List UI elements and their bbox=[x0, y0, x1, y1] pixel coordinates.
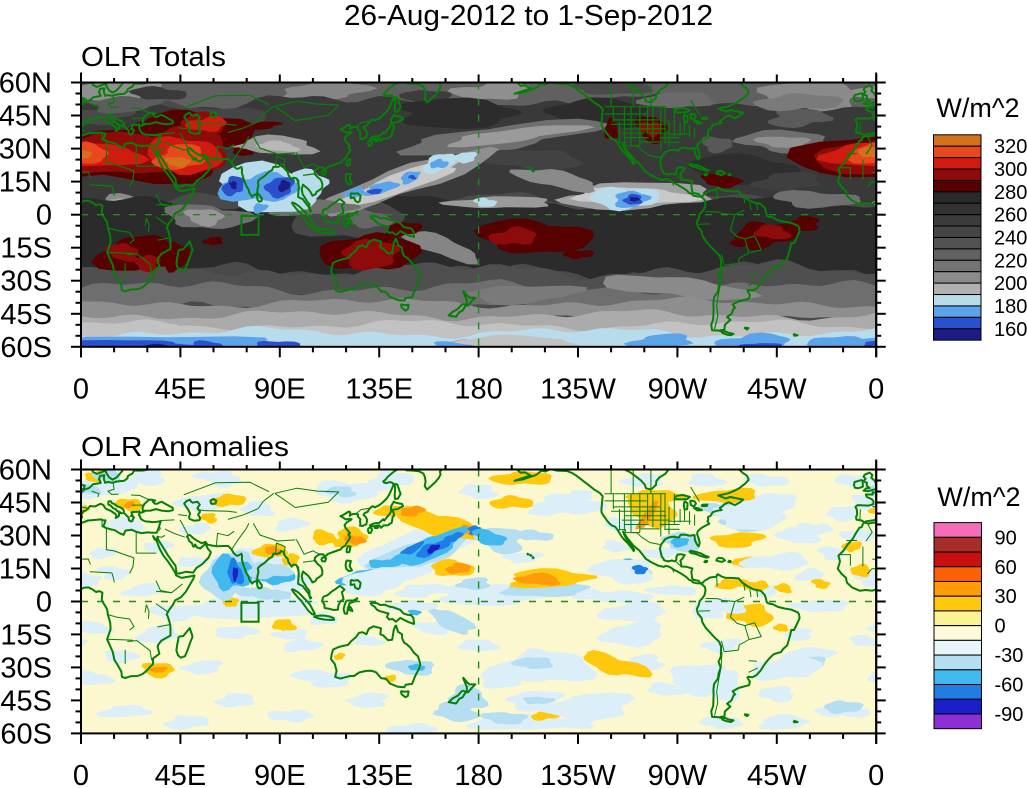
svg-text:60N: 60N bbox=[0, 68, 52, 100]
svg-text:0: 0 bbox=[36, 200, 52, 232]
svg-text:60S: 60S bbox=[0, 718, 52, 750]
svg-text:45N: 45N bbox=[0, 488, 52, 520]
svg-text:OLR Totals: OLR Totals bbox=[81, 41, 226, 72]
svg-text:0: 0 bbox=[868, 760, 884, 788]
svg-text:90E: 90E bbox=[254, 760, 306, 788]
svg-text:90W: 90W bbox=[648, 373, 708, 405]
svg-text:OLR Anomalies: OLR Anomalies bbox=[81, 431, 289, 462]
svg-text:135W: 135W bbox=[540, 760, 616, 788]
svg-text:60N: 60N bbox=[0, 455, 52, 487]
svg-text:200: 200 bbox=[994, 273, 1027, 295]
svg-text:0: 0 bbox=[995, 616, 1006, 638]
svg-text:90E: 90E bbox=[254, 373, 306, 405]
svg-text:30N: 30N bbox=[0, 134, 52, 166]
svg-text:320: 320 bbox=[994, 136, 1027, 158]
svg-text:0: 0 bbox=[73, 373, 89, 405]
svg-text:45S: 45S bbox=[0, 299, 52, 331]
svg-text:45W: 45W bbox=[747, 760, 807, 788]
svg-text:30: 30 bbox=[995, 586, 1017, 608]
svg-text:220: 220 bbox=[994, 250, 1027, 272]
svg-text:90W: 90W bbox=[648, 760, 708, 788]
svg-text:15N: 15N bbox=[0, 554, 52, 586]
svg-text:45W: 45W bbox=[747, 373, 807, 405]
svg-text:240: 240 bbox=[994, 228, 1027, 250]
svg-text:135E: 135E bbox=[345, 760, 413, 788]
svg-text:260: 260 bbox=[994, 205, 1027, 227]
svg-text:60: 60 bbox=[995, 557, 1017, 579]
svg-text:90: 90 bbox=[995, 527, 1017, 549]
svg-text:W/m^2: W/m^2 bbox=[936, 93, 1019, 123]
svg-text:-90: -90 bbox=[995, 704, 1024, 726]
svg-text:15N: 15N bbox=[0, 167, 52, 199]
svg-text:0: 0 bbox=[868, 373, 884, 405]
svg-text:45E: 45E bbox=[155, 373, 207, 405]
svg-text:160: 160 bbox=[994, 319, 1027, 341]
svg-text:45N: 45N bbox=[0, 101, 52, 133]
svg-text:300: 300 bbox=[994, 159, 1027, 181]
svg-text:30S: 30S bbox=[0, 652, 52, 684]
svg-text:30N: 30N bbox=[0, 521, 52, 553]
svg-text:15S: 15S bbox=[0, 233, 52, 265]
svg-text:-30: -30 bbox=[995, 645, 1024, 667]
svg-text:60S: 60S bbox=[0, 332, 52, 364]
svg-text:180: 180 bbox=[994, 296, 1027, 318]
svg-text:-60: -60 bbox=[995, 675, 1024, 697]
svg-text:280: 280 bbox=[994, 182, 1027, 204]
svg-text:15S: 15S bbox=[0, 619, 52, 651]
svg-text:26-Aug-2012 to 1-Sep-2012: 26-Aug-2012 to 1-Sep-2012 bbox=[344, 0, 713, 32]
svg-text:135E: 135E bbox=[345, 373, 413, 405]
svg-text:180: 180 bbox=[454, 760, 502, 788]
svg-text:180: 180 bbox=[454, 373, 502, 405]
svg-text:135W: 135W bbox=[540, 373, 616, 405]
svg-text:45S: 45S bbox=[0, 685, 52, 717]
svg-text:30S: 30S bbox=[0, 266, 52, 298]
svg-text:0: 0 bbox=[36, 587, 52, 619]
svg-text:W/m^2: W/m^2 bbox=[937, 482, 1020, 512]
svg-text:45E: 45E bbox=[155, 760, 207, 788]
svg-text:0: 0 bbox=[73, 760, 89, 788]
